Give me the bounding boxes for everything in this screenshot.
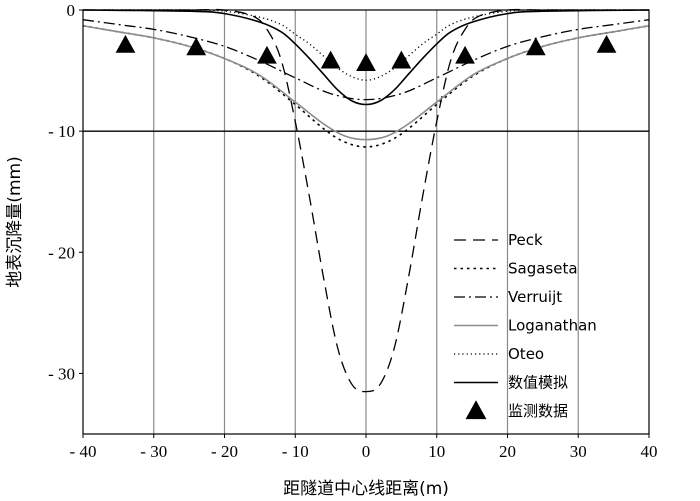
series-layer bbox=[82, 8, 650, 393]
x-axis-title: 距隧道中心线距离(m) bbox=[283, 479, 449, 499]
monitoring-point bbox=[257, 45, 277, 64]
legend-label: Oteo bbox=[508, 345, 544, 363]
x-tick-label: 30 bbox=[570, 442, 587, 461]
legend-marker bbox=[465, 400, 487, 420]
x-tick-label: 40 bbox=[641, 442, 658, 461]
x-tick-label: 20 bbox=[499, 442, 516, 461]
legend-label: 数值模拟 bbox=[508, 374, 568, 392]
series-5-line bbox=[82, 9, 650, 106]
x-tick-label: 0 bbox=[362, 442, 371, 461]
monitoring-point bbox=[455, 45, 475, 64]
x-tick-label: - 40 bbox=[70, 442, 97, 461]
legend-label: Loganathan bbox=[508, 317, 597, 335]
monitoring-point bbox=[525, 37, 546, 56]
y-tick-label: - 20 bbox=[48, 243, 75, 262]
x-tick-label: 10 bbox=[428, 442, 445, 461]
legend: Peck Sagaseta Verruijt Loganathan Oteo 数值模拟监测… bbox=[454, 231, 597, 420]
y-tick-label: 0 bbox=[67, 1, 76, 20]
monitoring-point bbox=[356, 53, 376, 71]
series-2-line bbox=[82, 19, 650, 101]
monitoring-point bbox=[320, 50, 341, 69]
monitoring-point bbox=[391, 50, 412, 69]
monitoring-point bbox=[596, 34, 617, 53]
x-tick-label: - 30 bbox=[140, 442, 167, 461]
monitoring-point bbox=[186, 37, 207, 56]
y-tick-label: - 10 bbox=[48, 122, 75, 141]
x-tick-label: - 10 bbox=[282, 442, 309, 461]
legend-label: Peck bbox=[508, 231, 543, 249]
monitoring-point bbox=[115, 34, 136, 53]
ticks-layer: - 40 - 30 - 20 - 10 0 10 20 30 40 0 - 10 - 20 - 30 bbox=[48, 1, 657, 461]
x-tick-label: - 20 bbox=[211, 442, 238, 461]
series-3-line bbox=[82, 24, 650, 141]
y-axis-title: 地表沉降量(mm) bbox=[5, 156, 25, 287]
legend-label: Sagaseta bbox=[508, 260, 578, 278]
y-tick-label: - 30 bbox=[48, 364, 75, 383]
legend-label: Verruijt bbox=[508, 288, 562, 306]
series-4-line bbox=[82, 9, 650, 81]
legend-label: 监测数据 bbox=[508, 402, 568, 420]
